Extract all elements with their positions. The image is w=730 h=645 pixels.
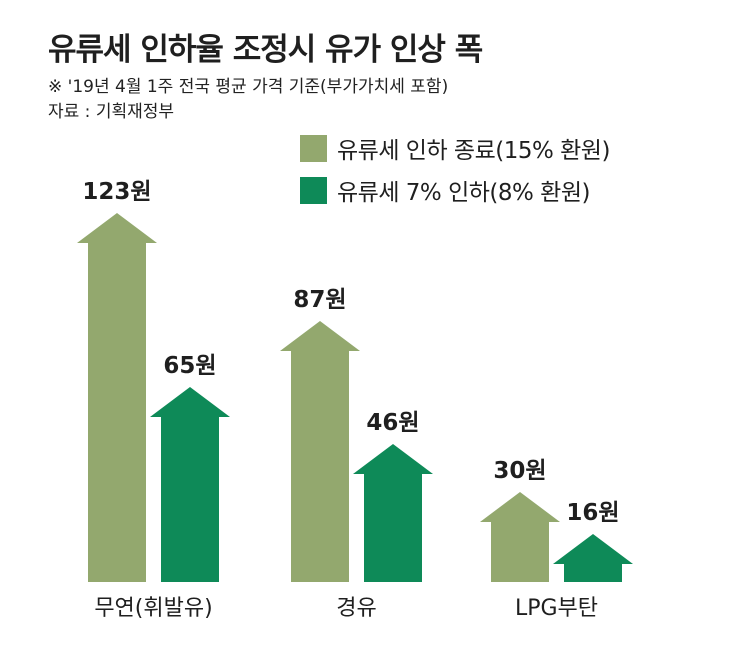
legend-swatch-series-1 [300,134,327,162]
category-label-1: 무연(휘발유) [94,596,212,621]
value-label-s2-3: 16원 [566,500,619,526]
note-basis: ※ '19년 4월 1주 전국 평균 가격 기준(부가가치세 포함) [48,77,449,97]
arrow-bar-s1-2 [280,321,360,582]
category-label-2: 경유 [336,596,376,621]
arrow-bar-s1-3 [480,492,560,582]
arrow-bar-s2-1 [150,387,230,582]
arrow-bar-s2-3 [553,534,633,582]
category-label-3: LPG부탄 [515,596,598,621]
value-label-s1-3: 30원 [493,458,546,484]
legend-label-series-2: 유류세 7% 인하(8% 환원) [337,180,590,206]
legend-label-series-1: 유류세 인하 종료(15% 환원) [337,138,610,164]
legend-item-series-2: 유류세 7% 인하(8% 환원) [300,173,590,207]
arrow-bar-s1-1 [77,213,157,582]
legend-item-series-1: 유류세 인하 종료(15% 환원) [300,131,610,165]
chart-title: 유류세 인하율 조정시 유가 인상 폭 [48,32,483,68]
legend-swatch-series-2 [300,176,327,204]
value-label-s1-1: 123원 [82,179,151,205]
arrow-bar-s2-2 [353,444,433,582]
value-label-s2-1: 65원 [163,353,216,379]
note-source: 자료 : 기획재정부 [48,102,175,122]
value-label-s2-2: 46원 [366,410,419,436]
value-label-s1-2: 87원 [293,287,346,313]
